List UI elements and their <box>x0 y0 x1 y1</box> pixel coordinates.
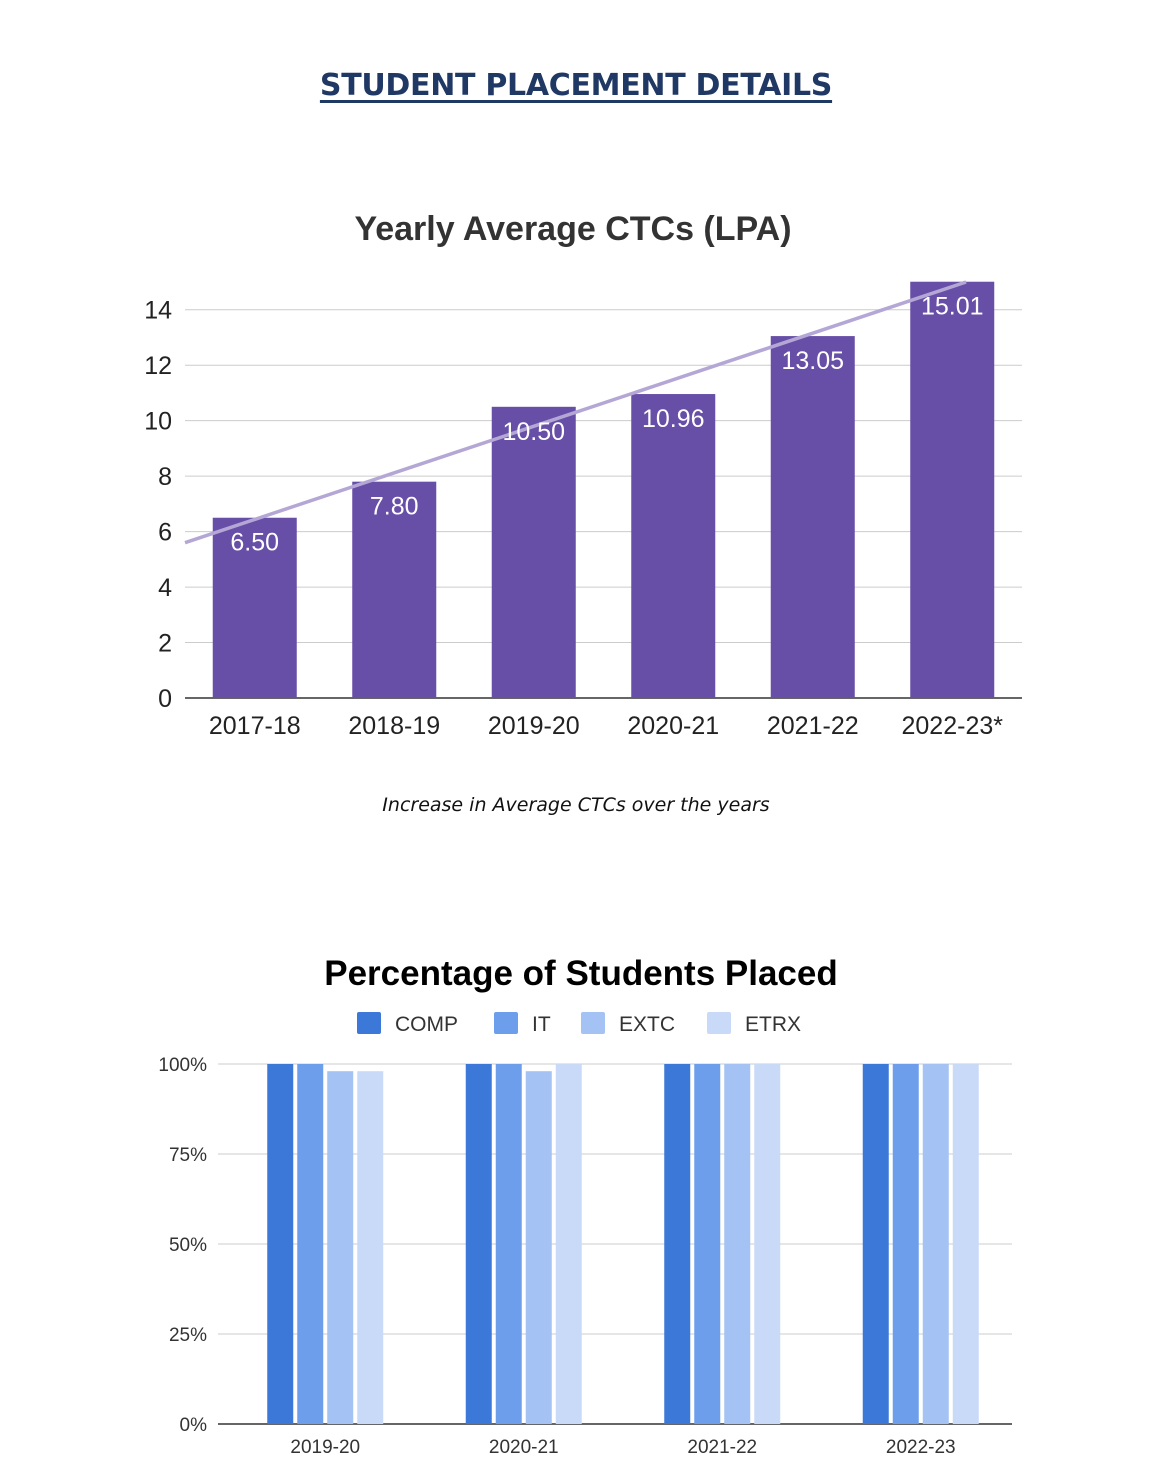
legend-label-comp: COMP <box>395 1013 458 1036</box>
avg-ctc-chart: Yearly Average CTCs (LPA) 6.50 7.80 10.50 1… <box>144 210 1022 740</box>
bar-value-label: 10.50 <box>502 418 565 446</box>
x-tick-label: 2019-20 <box>290 1437 360 1458</box>
legend-swatch-comp <box>357 1012 381 1034</box>
bar-it <box>495 1064 522 1424</box>
bar-value-label: 6.50 <box>230 529 279 557</box>
bar-extc <box>724 1064 751 1424</box>
y-tick-label: 2 <box>158 630 172 658</box>
x-tick-label: 2021-22 <box>767 712 859 740</box>
chart-legend: COMP IT EXTC ETRX <box>357 1012 801 1036</box>
bar-etrx <box>754 1064 781 1424</box>
x-tick-label: 2020-21 <box>627 712 719 740</box>
bar <box>212 517 297 698</box>
legend-swatch-extc <box>581 1012 605 1034</box>
y-tick-label: 4 <box>158 574 172 602</box>
bar-value-label: 15.01 <box>921 293 984 321</box>
y-tick-label: 25% <box>169 1325 207 1346</box>
y-tick-label: 14 <box>144 297 172 325</box>
bar-it <box>694 1064 721 1424</box>
legend-label-extc: EXTC <box>619 1013 675 1036</box>
y-tick-label: 8 <box>158 463 172 491</box>
bar-etrx <box>357 1071 384 1424</box>
x-tick-label: 2021-22 <box>687 1437 757 1458</box>
legend-label-etrx: ETRX <box>745 1013 801 1036</box>
bar-value-label: 13.05 <box>781 347 844 375</box>
y-tick-label: 12 <box>144 352 172 380</box>
x-tick-label: 2019-20 <box>488 712 580 740</box>
bar <box>910 281 995 698</box>
bar-comp <box>267 1064 294 1424</box>
bar-comp <box>465 1064 492 1424</box>
avg-ctc-chart-title: Yearly Average CTCs (LPA) <box>354 210 791 248</box>
bar <box>352 481 437 698</box>
y-tick-label: 0 <box>158 685 172 713</box>
x-tick-label: 2022-23 <box>886 1437 956 1458</box>
x-tick-label: 2020-21 <box>489 1437 559 1458</box>
chart-caption: Increase in Average CTCs over the years <box>382 794 770 816</box>
bar-etrx <box>952 1064 979 1424</box>
bar-etrx <box>555 1064 582 1424</box>
y-tick-label: 0% <box>180 1415 208 1436</box>
bar-value-label: 10.96 <box>642 405 705 433</box>
bar-it <box>297 1064 324 1424</box>
bar-extc <box>525 1071 552 1424</box>
x-tick-label: 2018-19 <box>348 712 440 740</box>
bar-comp <box>664 1064 691 1424</box>
bar <box>631 394 716 698</box>
y-tick-label: 75% <box>169 1145 207 1166</box>
y-tick-label: 100% <box>158 1055 207 1076</box>
legend-swatch-etrx <box>707 1012 731 1034</box>
bar-extc <box>922 1064 949 1424</box>
bar <box>491 406 576 698</box>
x-tick-label: 2022-23* <box>902 712 1004 740</box>
bar <box>770 336 855 698</box>
bar-value-label: 7.80 <box>370 493 419 521</box>
y-tick-label: 50% <box>169 1235 207 1256</box>
page-heading: STUDENT PLACEMENT DETAILS <box>319 68 833 103</box>
y-tick-label: 10 <box>144 408 172 436</box>
bar-it <box>892 1064 919 1424</box>
legend-swatch-it <box>494 1012 518 1034</box>
trendline <box>184 280 967 545</box>
legend-label-it: IT <box>532 1013 551 1036</box>
x-tick-label: 2017-18 <box>209 712 301 740</box>
bar-comp <box>862 1064 889 1424</box>
y-tick-label: 6 <box>158 519 172 547</box>
placement-chart-title: Percentage of Students Placed <box>324 954 837 993</box>
bar-extc <box>327 1071 354 1424</box>
